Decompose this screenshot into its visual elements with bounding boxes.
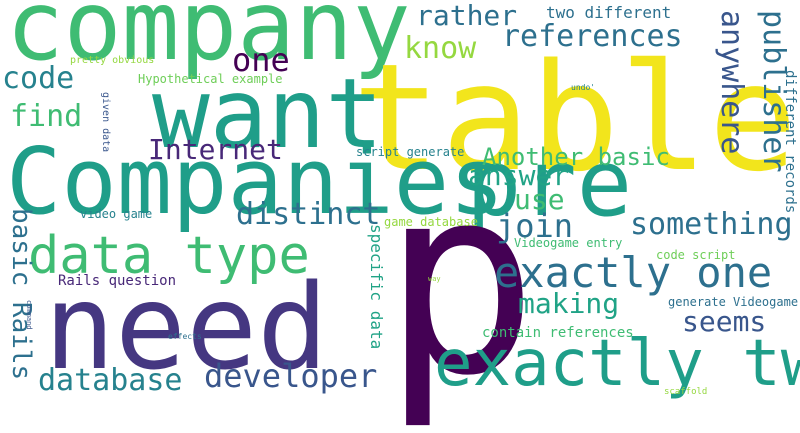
word-companies: Companies (6, 128, 505, 235)
word-anywhere: anywhere (714, 10, 749, 155)
word-video-game: video game (80, 207, 153, 221)
word-table: table (352, 32, 798, 204)
word-rails-question: Rails question (58, 273, 177, 289)
word-scaffold: scaffold (664, 387, 708, 397)
word-undo: undo' (571, 83, 596, 92)
word-contain-references: contain references (482, 325, 634, 341)
word-cloud: company table want Companies pre p need … (2, 0, 800, 412)
word-code: code (2, 61, 75, 96)
word-two-different: two different (546, 3, 672, 22)
word-developer: developer (204, 357, 378, 395)
word-one: one (232, 41, 290, 79)
word-game-database: game database (384, 215, 478, 229)
word-generate-videogame: generate Videogame (668, 295, 799, 309)
word-given-data: given data (100, 92, 111, 153)
word-data-type: data type (28, 226, 310, 286)
word-basic-rails: basic Rails (6, 208, 36, 381)
word-join: join (496, 207, 574, 245)
word-command: command (25, 300, 33, 330)
word-distinct: distinct (236, 197, 381, 232)
word-effects: effects (168, 332, 202, 341)
word-answer: answer (468, 159, 570, 192)
word-specific-data: specific data (367, 224, 386, 350)
word-rather: rather (416, 0, 518, 32)
word-references: references (502, 19, 683, 54)
word-know: know (404, 31, 477, 66)
word-another-basic: Another basic (482, 143, 670, 171)
word-internet: Internet (148, 133, 283, 166)
word-hypothetical-example: Hypothetical example (138, 72, 283, 86)
word-different-records: different records (782, 70, 798, 214)
word-company: company (6, 0, 411, 82)
word-pretty-obvious: pretty obvious (70, 55, 155, 66)
word-p: p (382, 131, 539, 433)
word-making: making (518, 287, 620, 320)
word-exactly-two: exactly two (434, 327, 800, 401)
word-seems: seems (682, 305, 767, 338)
word-exactly-one: exactly one (494, 248, 773, 297)
word-something: something (630, 207, 793, 242)
word-script-generate: script generate (356, 145, 465, 159)
word-want: want (152, 58, 384, 170)
word-database: database (38, 363, 183, 398)
word-videogame-entry: Videogame entry (514, 236, 623, 250)
word-need: need (44, 258, 329, 396)
word-use: use (514, 183, 565, 216)
word-pre: pre (466, 130, 633, 237)
word-way: way (428, 275, 441, 283)
word-code-script: code script (656, 248, 736, 262)
word-find: find (10, 99, 83, 134)
